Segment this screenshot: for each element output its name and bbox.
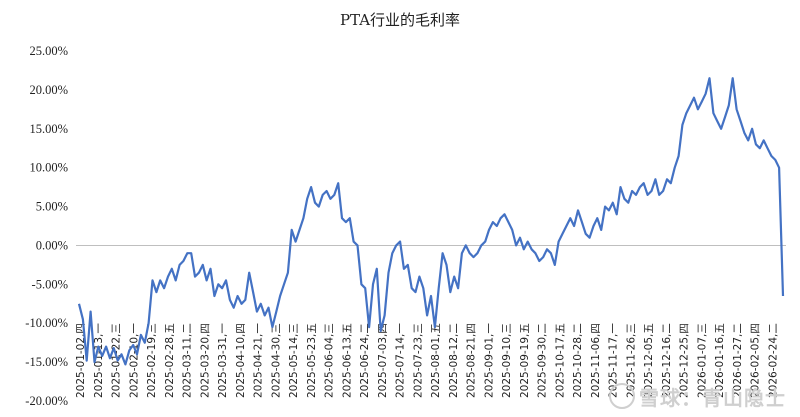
x-tick-label: 2025-09-10,三 xyxy=(501,323,513,398)
x-tick-label: 2026-01-07,三 xyxy=(696,323,708,398)
x-tick-label: 2025-03-11,二 xyxy=(182,323,194,398)
x-tick-label: 2025-10-17,五 xyxy=(554,323,566,398)
x-tick-label: 2026-01-16,五 xyxy=(714,323,726,398)
x-tick-label: 2025-01-13,一 xyxy=(93,323,105,398)
x-tick-label: 2025-10-28,二 xyxy=(572,323,584,398)
y-tick-label: 5.00% xyxy=(36,200,68,214)
x-tick-label: 2025-06-24,二 xyxy=(359,323,371,398)
x-tick-label: 2025-09-30,二 xyxy=(537,323,549,398)
x-tick-label: 2025-11-26,三 xyxy=(625,323,637,398)
x-tick-label: 2025-09-01,一 xyxy=(483,323,495,398)
x-tick-label: 2025-07-03,四 xyxy=(377,323,389,398)
series-group xyxy=(77,77,785,366)
x-tick-label: 2025-08-21,四 xyxy=(466,323,478,398)
y-tick-label: 0.00% xyxy=(36,238,68,252)
x-tick-label: 2025-06-04,三 xyxy=(324,323,336,398)
x-tick-label: 2025-04-21,一 xyxy=(253,323,265,398)
y-tick-label: 20.00% xyxy=(29,83,68,97)
x-tick-label: 2026-02-05,四 xyxy=(750,323,762,398)
x-axis-ticks: 2025-01-02,四 2025-01-13,一 2025-01-22,三 2025… xyxy=(75,323,779,398)
x-tick-label: 2025-04-10,四 xyxy=(235,323,247,398)
x-tick-label: 2025-09-19,五 xyxy=(519,323,531,398)
watermark: 雪球：青山隐士 xyxy=(609,382,786,411)
y-tick-label: 25.00% xyxy=(29,44,68,58)
x-tick-label: 2025-08-01,五 xyxy=(430,323,442,398)
x-tick-label: 2025-02-28,五 xyxy=(164,323,176,398)
y-tick-label: -20.00% xyxy=(25,394,68,408)
x-tick-label: 2025-11-06,四 xyxy=(590,323,602,398)
x-tick-label: 2026-01-27,二 xyxy=(732,323,744,398)
x-tick-label: 2025-05-23,五 xyxy=(306,323,318,398)
x-tick-label: 2025-11-17,一 xyxy=(608,323,620,398)
y-tick-label: -10.00% xyxy=(25,316,68,330)
x-tick-label: 2025-08-12,二 xyxy=(448,323,460,398)
x-tick-label: 2025-02-19,三 xyxy=(146,323,158,398)
x-tick-label: 2025-07-14,一 xyxy=(395,323,407,398)
x-tick-label: 2025-07-23,三 xyxy=(412,323,424,398)
x-tick-label: 2025-03-31,一 xyxy=(217,323,229,398)
x-tick-label: 2025-06-13,五 xyxy=(341,323,353,398)
x-tick-label: 2025-05-14,三 xyxy=(288,323,300,398)
y-tick-label: -5.00% xyxy=(32,277,68,291)
x-tick-label: 2025-03-20,四 xyxy=(199,323,211,398)
y-axis-ticks: 25.00% 20.00% 15.00% 10.00% 5.00% 0.00% -5.00%… xyxy=(25,44,68,408)
y-tick-label: -15.00% xyxy=(25,355,68,369)
chart-title: PTA行业的毛利率 xyxy=(340,11,460,29)
x-tick-label: 2025-01-22,三 xyxy=(111,323,123,398)
x-tick-label: 2025-04-30,三 xyxy=(270,323,282,398)
y-tick-label: 10.00% xyxy=(29,161,68,175)
x-tick-label: 2025-02-10,一 xyxy=(128,323,140,398)
watermark-text: 雪球：青山隐士 xyxy=(639,386,786,410)
x-tick-label: 2025-12-05,五 xyxy=(643,323,655,398)
x-tick-label: 2025-12-25,四 xyxy=(679,323,691,398)
series-line-0 xyxy=(77,77,785,366)
y-tick-label: 15.00% xyxy=(29,122,68,136)
x-tick-label: 2026-02-24,二 xyxy=(767,323,779,398)
snowball-logo-icon xyxy=(609,383,635,409)
x-tick-label: 2025-12-16,二 xyxy=(661,323,673,398)
